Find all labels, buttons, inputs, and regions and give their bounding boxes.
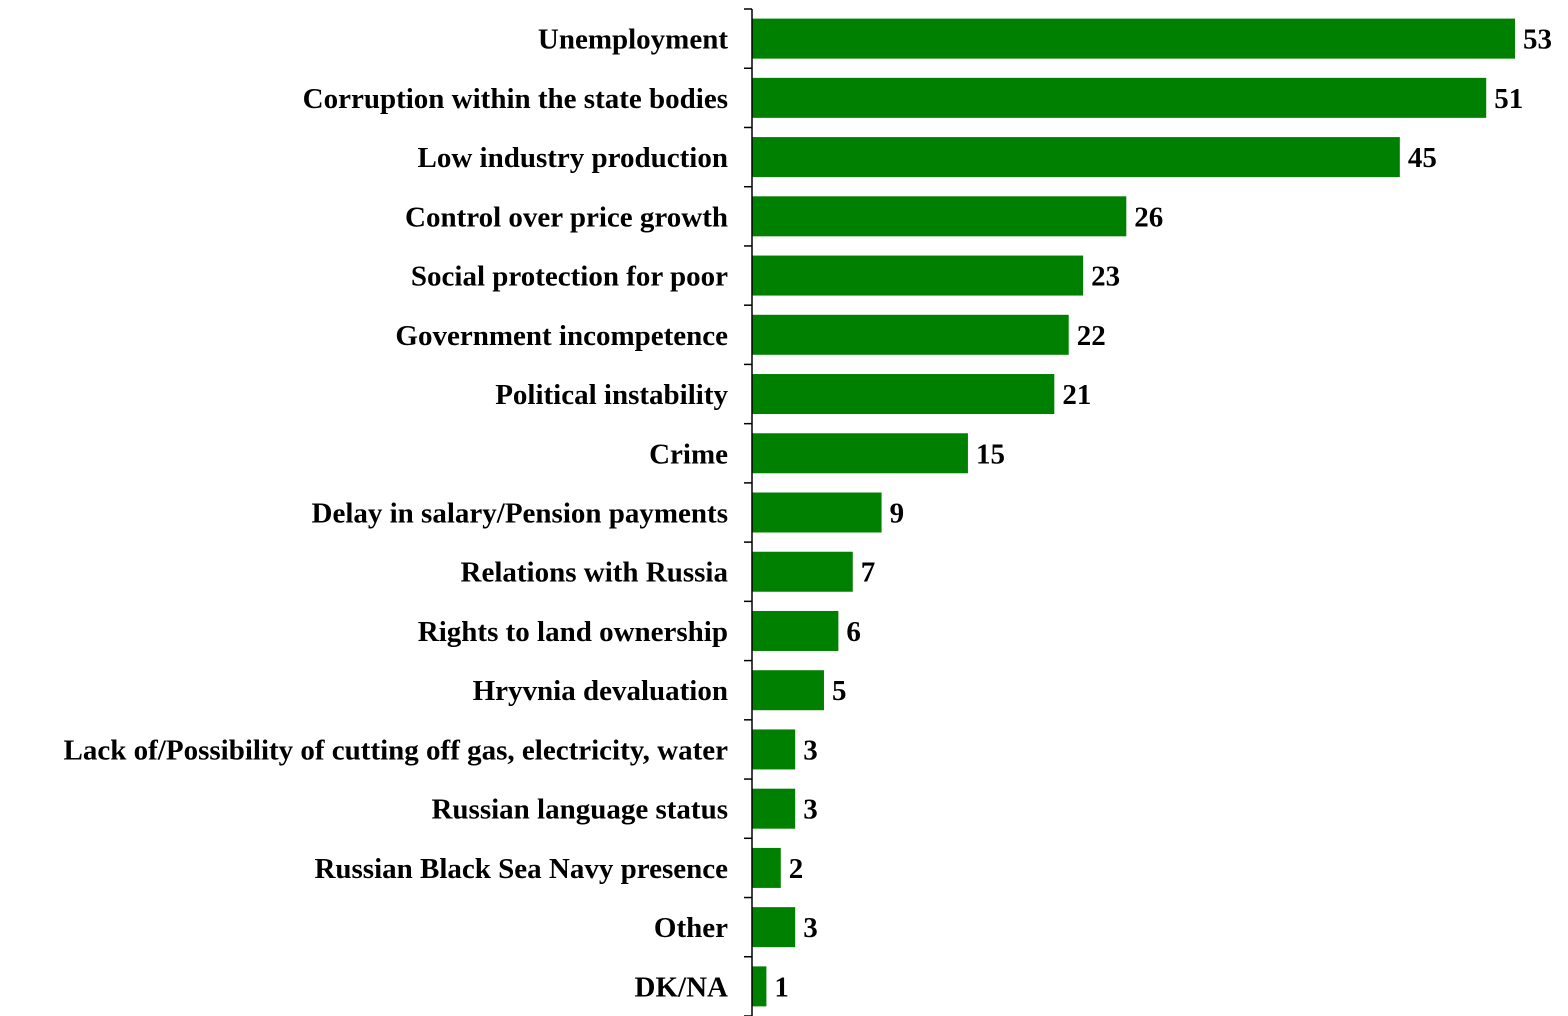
value-label: 3 <box>803 794 818 826</box>
category-label: Control over price growth <box>405 201 728 233</box>
bar <box>752 729 795 769</box>
value-label: 9 <box>890 498 905 530</box>
category-label: Political instability <box>495 379 728 411</box>
bar <box>752 78 1486 118</box>
value-label: 3 <box>803 734 818 766</box>
value-label: 26 <box>1134 201 1163 233</box>
value-label: 5 <box>832 675 847 707</box>
category-label: Hryvnia devaluation <box>473 675 728 707</box>
category-label: Other <box>654 912 728 944</box>
value-label: 3 <box>803 912 818 944</box>
bar <box>752 433 968 473</box>
bar <box>752 493 882 533</box>
value-label: 2 <box>789 853 804 885</box>
bar <box>752 966 766 1006</box>
bar <box>752 374 1054 414</box>
value-label: 51 <box>1494 83 1523 115</box>
category-label: Crime <box>649 438 728 470</box>
category-label: Government incompetence <box>395 320 728 352</box>
bar <box>752 196 1126 236</box>
bar <box>752 315 1069 355</box>
category-label: DK/NA <box>635 971 729 1003</box>
category-labels-layer: Unemployment Corruption within the state … <box>64 24 729 1004</box>
bar <box>752 256 1083 296</box>
bar <box>752 137 1400 177</box>
bars-layer <box>752 19 1515 1007</box>
bar <box>752 907 795 947</box>
category-label: Relations with Russia <box>461 557 729 589</box>
category-label: Lack of/Possibility of cutting off gas, … <box>64 734 729 766</box>
category-label: Russian Black Sea Navy presence <box>314 853 728 885</box>
value-label: 7 <box>861 557 876 589</box>
bar <box>752 848 781 888</box>
value-label: 21 <box>1062 379 1091 411</box>
value-label: 23 <box>1091 261 1120 293</box>
category-label: Corruption within the state bodies <box>303 83 728 115</box>
category-label: Social protection for poor <box>411 261 728 293</box>
value-label: 1 <box>774 971 789 1003</box>
value-label: 53 <box>1523 24 1552 56</box>
bar <box>752 670 824 710</box>
category-label: Unemployment <box>538 24 728 56</box>
category-axis <box>744 9 752 1016</box>
category-label: Low industry production <box>418 142 729 174</box>
value-label: 22 <box>1077 320 1106 352</box>
value-label: 6 <box>846 616 861 648</box>
category-label: Russian language status <box>431 794 728 826</box>
category-label: Rights to land ownership <box>418 616 728 648</box>
value-label: 45 <box>1408 142 1437 174</box>
bar <box>752 789 795 829</box>
bar <box>752 611 838 651</box>
bar <box>752 552 853 592</box>
bar <box>752 19 1515 59</box>
value-label: 15 <box>976 438 1005 470</box>
category-label: Delay in salary/Pension payments <box>312 498 729 530</box>
